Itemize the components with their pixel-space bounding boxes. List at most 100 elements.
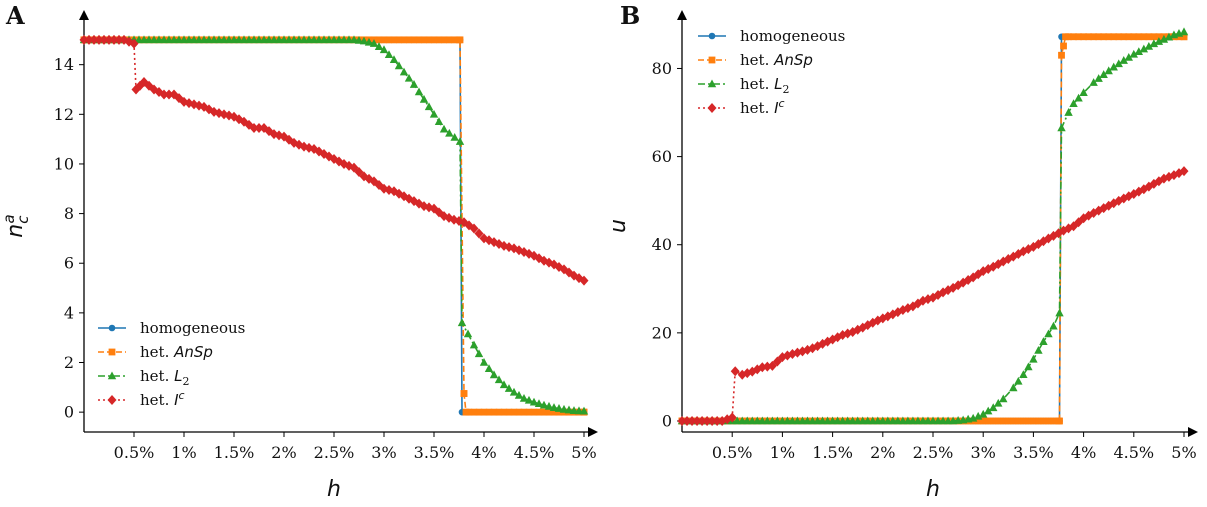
data-point xyxy=(439,124,449,133)
data-point xyxy=(1094,74,1103,82)
data-point xyxy=(99,34,109,45)
data-point xyxy=(164,89,174,100)
data-point xyxy=(1064,108,1073,116)
chart-panel-b: B 0.5% 1% 1.5% 2% 2.5% 3% 3.5% 4% 4.5% 5% 0 20 40 60 80… xyxy=(606,1,1198,502)
data-point xyxy=(89,34,99,45)
data-point xyxy=(480,408,488,416)
data-point xyxy=(380,36,388,44)
data-point xyxy=(545,408,553,416)
data-point xyxy=(109,34,119,45)
data-point xyxy=(1175,33,1183,41)
data-point xyxy=(1109,62,1118,71)
legend-marker xyxy=(107,395,117,405)
data-point xyxy=(559,404,569,413)
x-tick-label: 0.5% xyxy=(114,443,155,462)
x-tick-label: 3% xyxy=(371,443,396,462)
data-point xyxy=(429,109,439,118)
legend-label: het. Ic xyxy=(740,97,785,117)
data-point xyxy=(1074,93,1083,102)
data-point xyxy=(1145,33,1153,41)
data-point xyxy=(249,122,259,133)
data-point xyxy=(1045,417,1052,425)
x-tick-label: 1% xyxy=(770,443,795,462)
data-point xyxy=(450,36,458,44)
data-point xyxy=(485,408,493,416)
data-point xyxy=(1154,37,1164,45)
x-tick-label: 4% xyxy=(1071,443,1096,462)
data-point xyxy=(682,415,692,426)
data-point xyxy=(994,398,1003,407)
data-point xyxy=(479,358,489,366)
data-point xyxy=(455,137,465,145)
y-tick-label: 10 xyxy=(54,154,74,173)
data-point xyxy=(994,417,1002,425)
data-point xyxy=(1060,42,1067,50)
y-axis-label: u xyxy=(606,219,631,233)
panel-letter: A xyxy=(5,1,25,30)
data-point xyxy=(973,411,983,420)
data-point xyxy=(474,349,484,358)
data-point xyxy=(727,412,737,423)
x-tick-label: 2% xyxy=(271,443,296,462)
data-point xyxy=(129,38,139,49)
data-point xyxy=(490,408,498,416)
legend-label: het. L2 xyxy=(140,367,189,388)
data-point xyxy=(435,36,443,44)
data-point xyxy=(555,408,563,416)
data-point xyxy=(1139,44,1149,53)
data-point xyxy=(1120,33,1128,41)
data-point xyxy=(424,102,434,111)
data-point xyxy=(530,408,538,416)
data-point xyxy=(1114,59,1123,68)
data-point xyxy=(1140,33,1148,41)
y-tick-label: 2 xyxy=(64,353,74,372)
data-point xyxy=(434,117,444,126)
data-point xyxy=(1115,33,1123,41)
data-point xyxy=(1062,33,1069,41)
data-point xyxy=(445,128,454,137)
data-point xyxy=(539,400,549,409)
data-point xyxy=(474,228,484,239)
y-tick-label: 6 xyxy=(64,254,74,273)
legend-marker xyxy=(108,324,116,332)
data-point xyxy=(979,409,988,418)
data-point xyxy=(510,408,518,416)
data-point xyxy=(989,403,998,412)
data-point xyxy=(549,403,559,411)
data-point xyxy=(1040,417,1047,425)
series-het-l-2 xyxy=(79,35,589,415)
data-point xyxy=(475,408,483,416)
data-point xyxy=(564,405,574,414)
legend-label: het. L2 xyxy=(740,75,789,96)
data-point xyxy=(1110,33,1118,41)
data-point xyxy=(677,415,687,426)
data-point xyxy=(420,36,428,44)
data-point xyxy=(579,275,589,286)
y-tick-label: 8 xyxy=(64,204,74,223)
data-point xyxy=(1004,417,1012,425)
data-point xyxy=(395,36,403,44)
data-point xyxy=(514,390,524,399)
data-point xyxy=(384,50,394,59)
data-point xyxy=(1144,41,1154,50)
data-point xyxy=(979,417,987,425)
x-tick-label: 4.5% xyxy=(1113,443,1154,462)
y-tick-label: 0 xyxy=(662,411,672,430)
x-axis-arrow xyxy=(1188,427,1198,437)
data-point xyxy=(1069,99,1078,108)
data-point xyxy=(460,390,468,397)
data-point xyxy=(414,87,424,96)
data-point xyxy=(702,415,712,426)
data-point xyxy=(1135,33,1143,41)
chart-panel-a: A 0.5% 1% 1.5% 2% 2.5% 3% 3.5% 4% 4.5% 5% 0 2 4 6 8 10 12… xyxy=(0,1,598,502)
data-point xyxy=(1035,417,1042,425)
data-point xyxy=(544,401,554,410)
data-point xyxy=(1055,308,1064,317)
x-tick-label: 2% xyxy=(870,443,895,462)
data-point xyxy=(374,42,384,50)
data-point xyxy=(1049,321,1058,330)
y-tick-label: 4 xyxy=(64,303,74,322)
data-point xyxy=(94,34,104,45)
data-point xyxy=(394,61,404,70)
data-point xyxy=(499,380,509,389)
